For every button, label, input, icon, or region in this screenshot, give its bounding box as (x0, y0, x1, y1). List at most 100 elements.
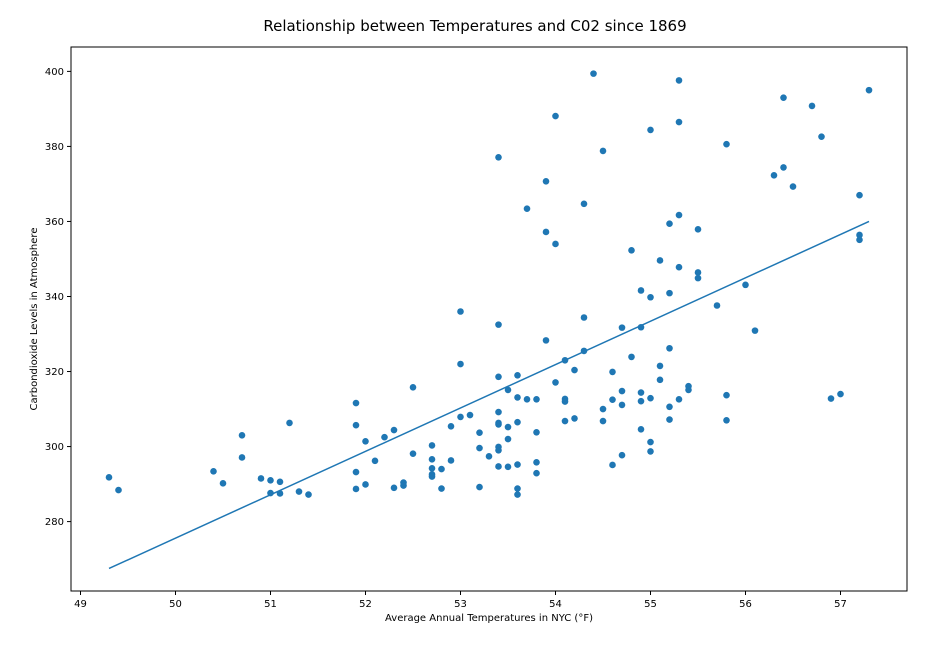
scatter-point (504, 435, 512, 443)
scatter-point (675, 77, 683, 84)
scatter-point (637, 389, 645, 396)
scatter-point (675, 395, 683, 403)
scatter-point (666, 416, 673, 423)
scatter-point (533, 429, 540, 436)
scatter-point (742, 281, 749, 289)
x-tick-label: 57 (834, 599, 847, 610)
x-tick-label: 55 (644, 599, 657, 610)
scatter-point (504, 386, 512, 394)
scatter-point (552, 112, 559, 120)
scatter-point (666, 344, 673, 352)
scatter-point (628, 247, 635, 254)
y-tick-label: 320 (45, 367, 64, 378)
scatter-point (571, 415, 578, 422)
scatter-point (647, 394, 654, 402)
scatter-point (751, 327, 759, 334)
scatter-point (780, 94, 787, 101)
scatter-point (656, 376, 664, 384)
scatter-point (561, 356, 569, 364)
scatter-point (267, 489, 274, 497)
scatter-point (409, 383, 417, 391)
scatter-point (723, 391, 730, 399)
scatter-point (457, 308, 464, 315)
scatter-point (352, 421, 360, 429)
scatter-point (552, 240, 559, 248)
scatter-point (675, 118, 683, 126)
scatter-point (438, 485, 445, 492)
scatter-point (723, 416, 730, 424)
scatter-point (609, 461, 616, 469)
scatter-point (352, 485, 360, 493)
scatter-point (533, 469, 540, 477)
scatter-point (856, 231, 863, 239)
fit-line (108, 220, 870, 570)
scatter-point (694, 226, 702, 233)
scatter-point (115, 486, 122, 494)
scatter-point (542, 337, 550, 344)
scatter-point (552, 379, 559, 386)
y-tick-label: 380 (45, 142, 64, 153)
y-tick-label: 400 (45, 67, 64, 78)
scatter-point (533, 395, 540, 403)
scatter-point (476, 483, 483, 491)
scatter-point (362, 438, 369, 445)
scatter-point (390, 426, 398, 434)
scatter-point (523, 395, 531, 403)
scatter-point (305, 491, 312, 498)
scatter-point (514, 371, 521, 379)
scatter-point (789, 183, 797, 190)
fit-line-layer (108, 220, 870, 570)
scatter-point (685, 386, 692, 394)
scatter-point (267, 477, 274, 484)
scatter-point (770, 172, 778, 179)
x-axis-ticks: 49 50 51 52 53 54 55 56 57 (74, 591, 847, 610)
y-tick-label: 360 (45, 217, 64, 228)
scatter-points-layer (105, 70, 873, 498)
scatter-point (504, 463, 512, 471)
scatter-point (599, 417, 607, 425)
scatter-point (495, 154, 502, 161)
scatter-point (485, 453, 493, 460)
scatter-point (257, 475, 265, 482)
scatter-point (647, 438, 654, 446)
y-axis-ticks: 280 300 320 340 360 380 400 (45, 67, 71, 528)
scatter-point (295, 488, 303, 495)
y-tick-label: 340 (45, 292, 64, 303)
scatter-point (723, 140, 730, 148)
scatter-point (438, 465, 445, 473)
scatter-point (647, 448, 654, 455)
x-tick-label: 50 (169, 599, 182, 610)
scatter-point (514, 485, 521, 492)
scatter-point (609, 396, 616, 403)
scatter-point (609, 368, 616, 376)
scatter-point (495, 421, 502, 428)
scatter-point (580, 347, 588, 355)
scatter-point (495, 408, 502, 416)
scatter-point (675, 263, 683, 271)
scatter-point (542, 178, 550, 185)
scatter-point (400, 482, 407, 489)
scatter-point (590, 70, 597, 77)
scatter-point (447, 457, 455, 464)
scatter-point (504, 423, 512, 431)
x-tick-label: 51 (264, 599, 277, 610)
scatter-point (238, 454, 246, 461)
scatter-point (856, 236, 863, 244)
scatter-point (495, 447, 502, 454)
scatter-point (827, 395, 835, 402)
scatter-point (514, 394, 521, 401)
y-tick-label: 280 (45, 517, 64, 528)
scatter-point (428, 465, 436, 472)
scatter-point (666, 403, 673, 411)
scatter-point (514, 491, 521, 498)
scatter-point (713, 302, 721, 309)
scatter-point (495, 321, 502, 328)
scatter-point (666, 289, 673, 297)
scatter-point (637, 426, 645, 433)
scatter-point (637, 287, 645, 294)
scatter-point (675, 211, 683, 219)
scatter-point (694, 274, 702, 282)
scatter-point (618, 451, 626, 459)
scatter-point (457, 360, 464, 368)
scatter-point (409, 450, 417, 457)
